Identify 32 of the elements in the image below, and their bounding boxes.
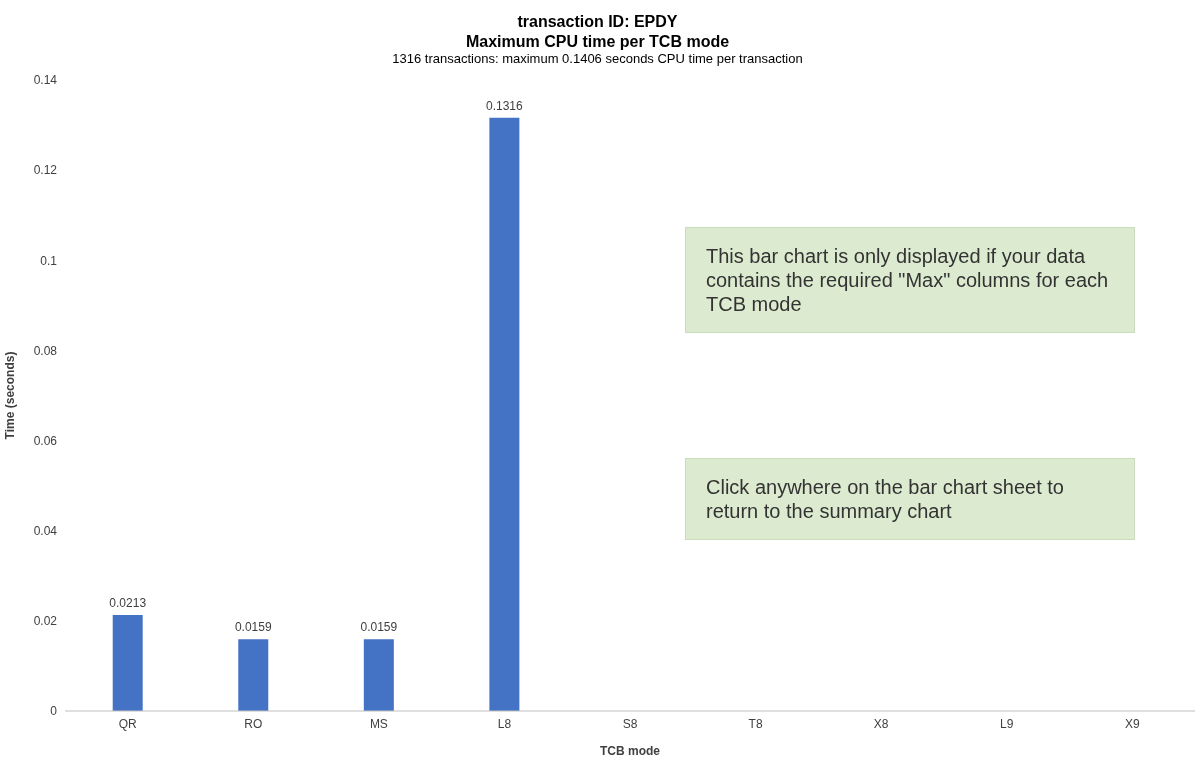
bar: [363, 639, 394, 711]
data-label: 0.1316: [486, 98, 524, 113]
x-tick-label: S8: [622, 716, 638, 731]
x-tick-label: X9: [1124, 716, 1140, 731]
x-tick-label: RO: [244, 716, 263, 731]
x-tick-label: MS: [369, 716, 388, 731]
x-tick-label: X8: [873, 716, 889, 731]
x-tick-label: QR: [118, 716, 138, 731]
chart-subtitle: Maximum CPU time per TCB mode: [464, 32, 731, 52]
x-axis-title: TCB mode: [600, 744, 661, 758]
y-tick-label: 0.02: [33, 614, 58, 629]
x-tick-label: L9: [999, 716, 1014, 731]
data-label: 0.0159: [360, 620, 398, 635]
y-axis-title: Time (seconds): [3, 351, 18, 440]
data-label: 0.0213: [109, 596, 147, 610]
bar: [238, 639, 269, 711]
chart-title: transaction ID: EPDY: [516, 12, 679, 32]
y-tick-label: 0.1: [40, 253, 58, 268]
y-tick-label: 0.06: [33, 433, 58, 448]
y-tick-label: 0.14: [33, 73, 58, 88]
bar: [112, 615, 143, 711]
x-tick-label: L8: [497, 716, 512, 731]
y-tick-label: 0.12: [33, 163, 58, 178]
data-label: 0.0159: [234, 620, 272, 635]
y-tick-label: 0.08: [33, 343, 58, 358]
bar: [489, 117, 520, 711]
note-box: This bar chart is only displayed if your data contains the required "Max" columns for each TCB mode: [685, 227, 1135, 333]
text: 1316 transactions: maximum 0.1406 seconds CPU time per transaction: [391, 51, 804, 66]
note-box: Click anywhere on the bar chart sheet to return to the summary chart: [685, 458, 1135, 540]
x-tick-label: T8: [748, 716, 763, 731]
y-tick-label: 0.04: [33, 523, 58, 538]
y-tick-label: 0: [50, 704, 58, 719]
